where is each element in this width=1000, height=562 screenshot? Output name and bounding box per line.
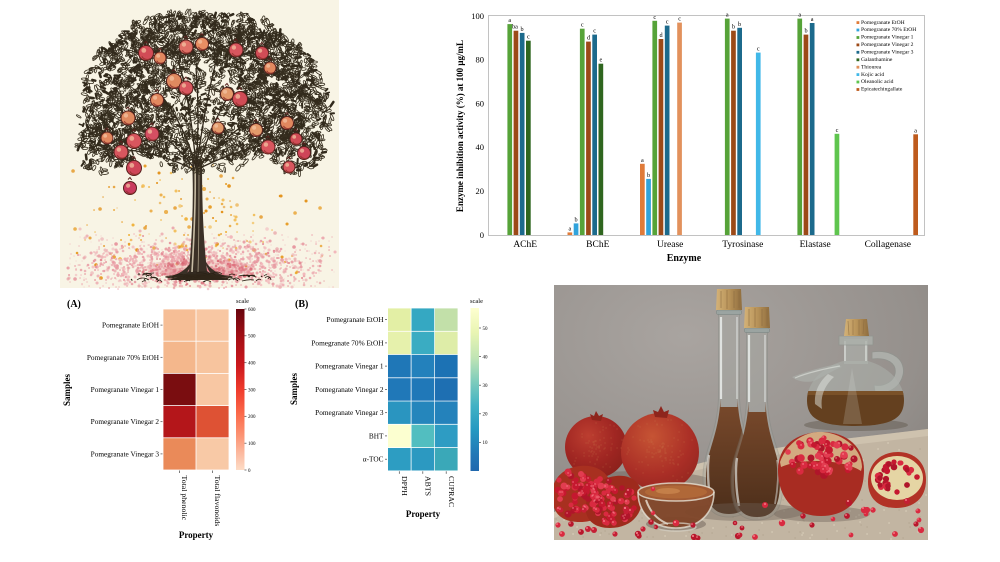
svg-text:b: b	[804, 28, 807, 35]
svg-text:Pomegranate EtOH: Pomegranate EtOH	[102, 321, 160, 330]
svg-text:c: c	[836, 127, 839, 134]
svg-text:Pomegranate EtOH: Pomegranate EtOH	[327, 315, 385, 324]
svg-text:Pomegranate Vinegar 3: Pomegranate Vinegar 3	[315, 408, 384, 417]
svg-text:Pomegranate EtOH: Pomegranate EtOH	[861, 20, 905, 26]
svg-text:Pomegranate Vinegar 1: Pomegranate Vinegar 1	[861, 35, 914, 41]
svg-text:scale: scale	[470, 298, 483, 305]
svg-text:20: 20	[476, 186, 485, 196]
svg-text:Total phenolic: Total phenolic	[180, 476, 189, 521]
svg-text:50: 50	[483, 327, 489, 332]
svg-text:c: c	[527, 34, 530, 41]
svg-text:Pomegranate Vinegar 1: Pomegranate Vinegar 1	[315, 362, 384, 371]
svg-text:BHT: BHT	[369, 431, 384, 440]
svg-text:(A): (A)	[67, 299, 81, 310]
svg-text:Tyrosinase: Tyrosinase	[722, 240, 763, 250]
svg-text:c: c	[581, 22, 584, 29]
svg-text:e: e	[600, 57, 603, 64]
svg-text:40: 40	[483, 355, 489, 360]
svg-text:0: 0	[248, 469, 251, 474]
svg-text:a: a	[914, 127, 917, 134]
svg-text:60: 60	[476, 98, 485, 108]
svg-text:b: b	[575, 216, 578, 223]
svg-text:d: d	[587, 35, 591, 42]
svg-text:a: a	[508, 17, 511, 24]
svg-text:c: c	[593, 28, 596, 35]
svg-text:Galanthamine: Galanthamine	[861, 57, 893, 63]
svg-text:Pomegranate Vinegar 3: Pomegranate Vinegar 3	[861, 50, 914, 56]
svg-text:(B): (B)	[295, 299, 308, 310]
svg-text:a: a	[726, 12, 729, 19]
svg-text:b: b	[732, 24, 735, 31]
svg-text:BChE: BChE	[586, 240, 609, 250]
svg-text:Pomegranate Vinegar 3: Pomegranate Vinegar 3	[91, 449, 160, 458]
svg-text:CUPRAC: CUPRAC	[447, 476, 456, 507]
svg-text:b: b	[738, 21, 741, 28]
svg-text:Collagenase: Collagenase	[865, 240, 911, 250]
svg-text:c: c	[678, 16, 681, 23]
svg-text:Elastase: Elastase	[800, 240, 831, 250]
svg-text:30: 30	[483, 384, 489, 389]
svg-text:a: a	[641, 157, 644, 164]
svg-text:Pomegranate 70% EtOH: Pomegranate 70% EtOH	[861, 27, 916, 33]
svg-text:Pomegranate 70% EtOH: Pomegranate 70% EtOH	[87, 353, 160, 362]
svg-text:Pomegranate 70% EtOH: Pomegranate 70% EtOH	[311, 338, 384, 347]
svg-text:Pomegranate Vinegar 2: Pomegranate Vinegar 2	[91, 417, 160, 426]
svg-text:DPPH: DPPH	[400, 476, 409, 496]
svg-text:40: 40	[476, 142, 485, 152]
svg-text:a: a	[811, 16, 814, 23]
svg-text:α-TOC: α-TOC	[363, 455, 384, 464]
svg-text:ba: ba	[512, 24, 518, 31]
svg-text:300: 300	[248, 388, 256, 393]
svg-text:100: 100	[471, 11, 484, 21]
svg-text:500: 500	[248, 335, 256, 340]
svg-text:Enzyme: Enzyme	[667, 253, 702, 264]
svg-text:Epicatechingallate: Epicatechingallate	[861, 87, 903, 93]
svg-text:b: b	[521, 26, 524, 33]
svg-text:Property: Property	[179, 530, 214, 540]
svg-text:scale: scale	[236, 298, 249, 305]
svg-text:c: c	[757, 46, 760, 53]
svg-text:0: 0	[480, 230, 484, 240]
svg-text:Enzyme inhibition activity (%): Enzyme inhibition activity (%) at 100 μg…	[455, 40, 465, 212]
svg-text:d: d	[659, 32, 663, 39]
svg-text:a: a	[798, 12, 801, 19]
svg-text:80: 80	[476, 55, 485, 65]
svg-text:Property: Property	[406, 509, 441, 519]
svg-text:AChE: AChE	[513, 240, 537, 250]
svg-text:Kojic acid: Kojic acid	[861, 72, 884, 78]
svg-text:Samples: Samples	[289, 373, 299, 406]
svg-text:10: 10	[483, 441, 489, 446]
svg-text:100: 100	[248, 442, 256, 447]
svg-text:c: c	[666, 19, 669, 26]
svg-text:Total flavonoids: Total flavonoids	[213, 476, 222, 527]
svg-text:Pomegranate Vinegar 1: Pomegranate Vinegar 1	[91, 385, 160, 394]
svg-text:a: a	[569, 225, 572, 232]
svg-text:Samples: Samples	[62, 374, 72, 407]
svg-text:Urease: Urease	[657, 240, 683, 250]
svg-text:20: 20	[483, 413, 489, 418]
svg-text:b: b	[647, 172, 650, 179]
svg-text:Pomegranate Vinegar 2: Pomegranate Vinegar 2	[861, 42, 914, 48]
svg-text:600: 600	[248, 308, 256, 313]
svg-text:ABTS: ABTS	[423, 476, 432, 496]
svg-text:c: c	[653, 14, 656, 21]
svg-text:Thiourea: Thiourea	[861, 64, 882, 70]
svg-text:Pomegranate Vinegar 2: Pomegranate Vinegar 2	[315, 385, 384, 394]
svg-text:400: 400	[248, 362, 256, 367]
svg-text:200: 200	[248, 415, 256, 420]
svg-text:Oleanolic acid: Oleanolic acid	[861, 79, 894, 85]
